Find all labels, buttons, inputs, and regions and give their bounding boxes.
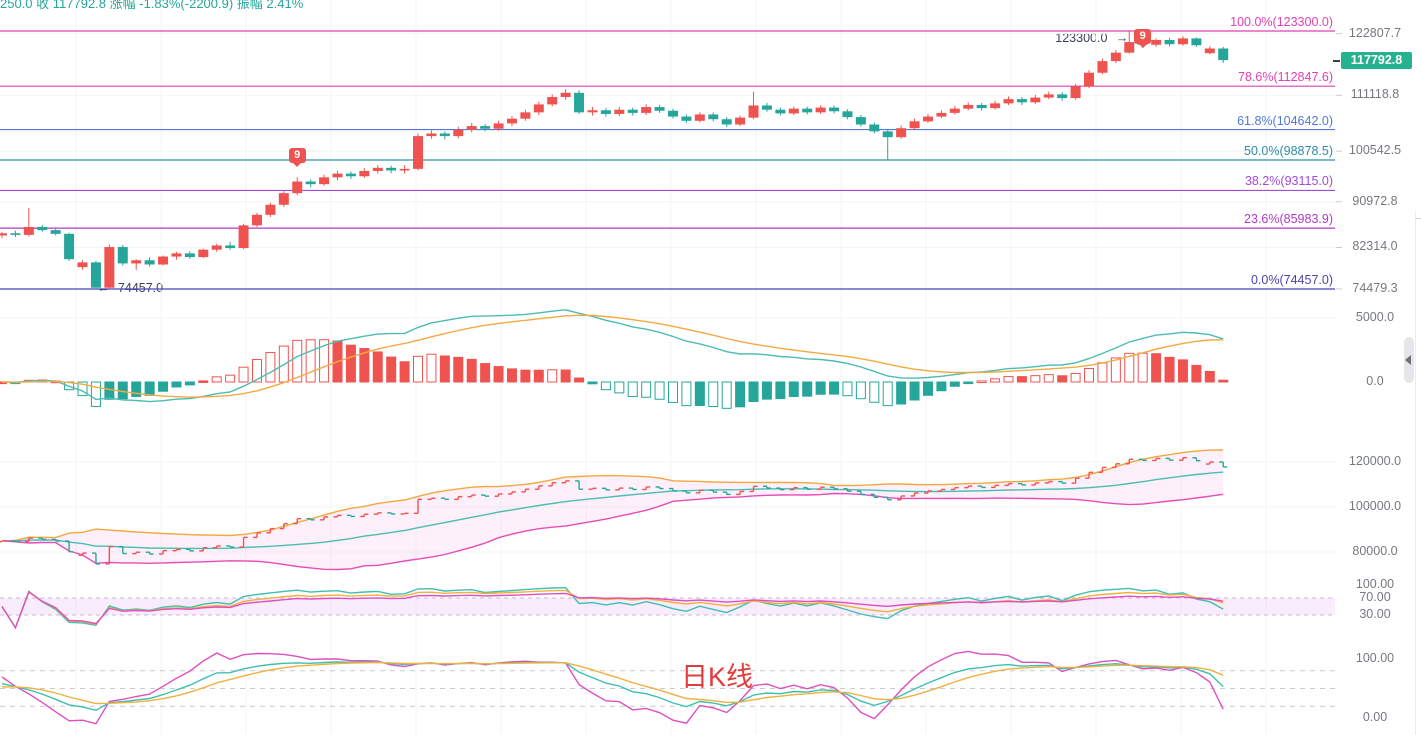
chevron-left-icon: [1405, 355, 1411, 365]
ohlc-summary-text: 250.0 收 117792.8 涨幅 -1.83%(-2200.9) 振幅 2…: [0, 0, 304, 11]
collapse-panel-handle[interactable]: [1404, 337, 1414, 383]
last-price-tag: 117792.8: [1341, 52, 1412, 69]
low-price-text: 74457.0: [117, 281, 164, 295]
high-price-text: 123300.0: [1055, 31, 1108, 45]
right-arrow-icon: →: [1115, 31, 1129, 45]
last-price-value: 117792.8: [1350, 53, 1403, 67]
high-price-annotation: 123300.0 →: [1055, 31, 1128, 45]
panel-divider: [1415, 212, 1416, 735]
kline-watermark-label: 日K线: [681, 662, 754, 692]
last-price-axis-tick: [1333, 60, 1340, 62]
panel-divider-tick: [1415, 218, 1421, 219]
